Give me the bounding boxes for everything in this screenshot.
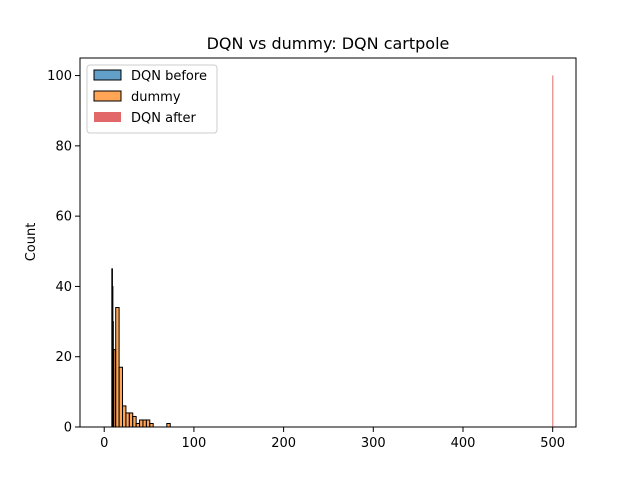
chart-title: DQN vs dummy: DQN cartpole — [207, 34, 450, 53]
y-axis: 0 20 40 60 80 100 — [47, 69, 80, 436]
y-tick-label-6: 100 — [47, 69, 72, 84]
histogram-bar-2-11 — [145, 419, 151, 428]
histogram-bar-2-9 — [139, 419, 144, 428]
y-tick-label-3: 40 — [55, 280, 72, 295]
histogram-bar-2-7 — [132, 415, 137, 428]
histogram-bar-2-17 — [166, 422, 171, 428]
legend-label-1: DQN before — [131, 69, 207, 84]
histogram-bar-1-4 — [112, 349, 115, 428]
histogram-bar-2-5 — [125, 412, 130, 428]
x-tick-label-4: 300 — [361, 436, 386, 451]
y-tick-label-2: 20 — [55, 350, 72, 365]
histogram-bar-2-2 — [115, 307, 120, 428]
x-tick-label-2: 100 — [181, 436, 206, 451]
x-tick-label-1: 0 — [100, 436, 108, 451]
x-tick-label-3: 200 — [271, 436, 296, 451]
histogram-bar-2-12 — [149, 422, 154, 428]
plot-frame — [79, 57, 577, 428]
histogram-bar-2-8 — [135, 422, 141, 428]
histogram-bar-2-6 — [128, 412, 134, 428]
histogram-bar-2-3 — [118, 366, 124, 428]
x-tick-label-6: 500 — [540, 436, 565, 451]
y-tick-label-4: 60 — [55, 210, 72, 225]
legend: DQN before dummy DQN after — [86, 64, 218, 134]
x-axis: 0 100 200 300 400 500 — [100, 427, 565, 451]
legend-swatch-3 — [94, 112, 121, 122]
histogram-bar-3-1 — [552, 75, 554, 428]
y-tick-label-5: 80 — [55, 139, 72, 154]
legend-swatch-2 — [93, 90, 122, 102]
legend-label-2: dummy — [131, 90, 181, 105]
x-tick-label-5: 400 — [451, 436, 476, 451]
histogram-bar-2-4 — [122, 405, 127, 428]
legend-label-3: DQN after — [131, 111, 197, 126]
legend-swatch-1 — [93, 69, 122, 81]
y-axis-label: Count — [24, 223, 39, 262]
histogram-bar-2-10 — [142, 419, 147, 428]
y-tick-label-1: 0 — [64, 421, 72, 436]
